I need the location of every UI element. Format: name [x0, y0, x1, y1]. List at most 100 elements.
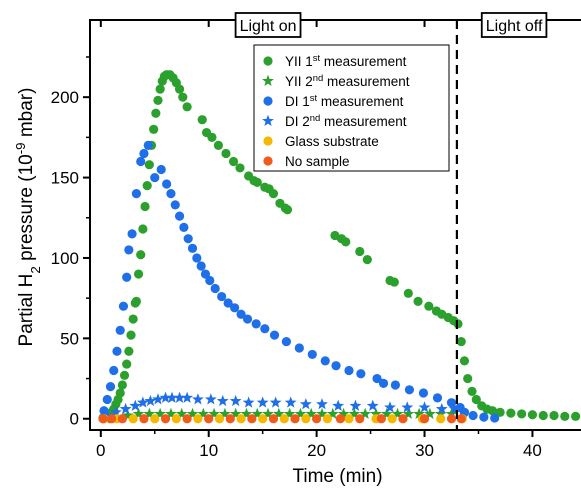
data-point [349, 399, 362, 411]
data-point [322, 414, 333, 424]
data-point [117, 380, 127, 390]
data-point [236, 414, 246, 424]
data-point [560, 411, 570, 421]
data-point [192, 253, 202, 263]
light-on-label-box [234, 12, 302, 38]
data-point [228, 156, 239, 167]
data-point [404, 385, 415, 395]
data-point [366, 399, 379, 411]
legend-marker [263, 96, 273, 106]
y-axis-title: Partial H2 pressure (10-9 mbar) [13, 88, 43, 347]
data-point [242, 314, 253, 324]
x-axis-title: Time (min) [292, 466, 382, 487]
data-point [236, 309, 246, 319]
legend-entry: DI 2nd measurement [262, 113, 407, 130]
data-point [372, 373, 382, 384]
data-point [142, 181, 152, 191]
data-point [413, 407, 426, 419]
data-point [175, 407, 188, 419]
data-point [183, 234, 193, 244]
legend-entry: YII 2nd measurement [262, 73, 410, 89]
data-point [468, 410, 478, 421]
data-point [301, 414, 311, 424]
data-point [269, 396, 282, 408]
data-point [312, 414, 322, 424]
data-point [390, 380, 400, 390]
light-off-label-box [480, 12, 548, 38]
data-point [128, 314, 138, 324]
data-point [213, 140, 224, 151]
data-point [128, 414, 138, 424]
data-point [122, 359, 132, 369]
data-point [165, 407, 177, 419]
y-tick-label: 200 [51, 88, 79, 107]
data-point [316, 398, 328, 410]
data-point [110, 406, 122, 418]
legend-box [253, 44, 450, 172]
data-point [131, 189, 142, 199]
data-point [262, 407, 274, 419]
data-point [216, 394, 229, 407]
data-point [337, 407, 350, 419]
data-point [316, 407, 328, 419]
data-point [229, 407, 242, 419]
legend-marker [263, 136, 273, 146]
data-point [456, 336, 466, 347]
data-point [144, 394, 157, 407]
data-point [380, 407, 393, 419]
data-point [538, 410, 548, 421]
data-point [115, 325, 125, 335]
data-point [256, 396, 269, 408]
data-point [355, 246, 365, 257]
data-point [217, 291, 227, 302]
data-point [98, 414, 108, 424]
data-point [242, 396, 255, 408]
data-point [446, 398, 457, 408]
data-point [268, 189, 279, 199]
data-point [290, 414, 300, 424]
data-point [457, 406, 470, 418]
data-point [152, 393, 164, 405]
data-point [294, 407, 307, 419]
data-point [126, 330, 136, 340]
data-point [150, 414, 160, 424]
data-point [121, 409, 134, 421]
data-layer [98, 70, 581, 424]
legend-marker [262, 114, 274, 127]
legend-label: YII 1st measurement [285, 53, 407, 70]
data-point [356, 369, 366, 379]
data-point [105, 381, 116, 392]
data-point [268, 414, 279, 424]
data-point [204, 414, 214, 424]
data-point [384, 401, 396, 413]
data-point [115, 388, 125, 398]
data-point [155, 84, 165, 94]
data-point [389, 277, 399, 287]
data-point [283, 407, 296, 419]
data-point [119, 370, 130, 380]
data-point [517, 409, 527, 419]
data-point [182, 414, 192, 424]
data-point [229, 394, 242, 407]
data-point [281, 336, 291, 347]
data-point [341, 237, 351, 247]
data-point [159, 391, 172, 403]
data-point [182, 102, 192, 112]
data-point [348, 407, 361, 419]
data-point [129, 399, 142, 411]
legend-label: DI 2nd measurement [285, 113, 407, 130]
data-point [178, 92, 188, 102]
data-point [413, 296, 423, 306]
data-point [359, 407, 372, 419]
data-point [143, 407, 156, 419]
y-tick-label: 50 [60, 329, 79, 348]
light-on-label-text: Light on [240, 18, 297, 35]
light-on-label: Light on [234, 12, 302, 38]
data-point [132, 407, 145, 419]
data-point [432, 393, 443, 403]
legend-label: No sample [285, 154, 350, 169]
data-point [332, 399, 345, 411]
series-2 [99, 140, 500, 423]
data-point [193, 414, 203, 424]
